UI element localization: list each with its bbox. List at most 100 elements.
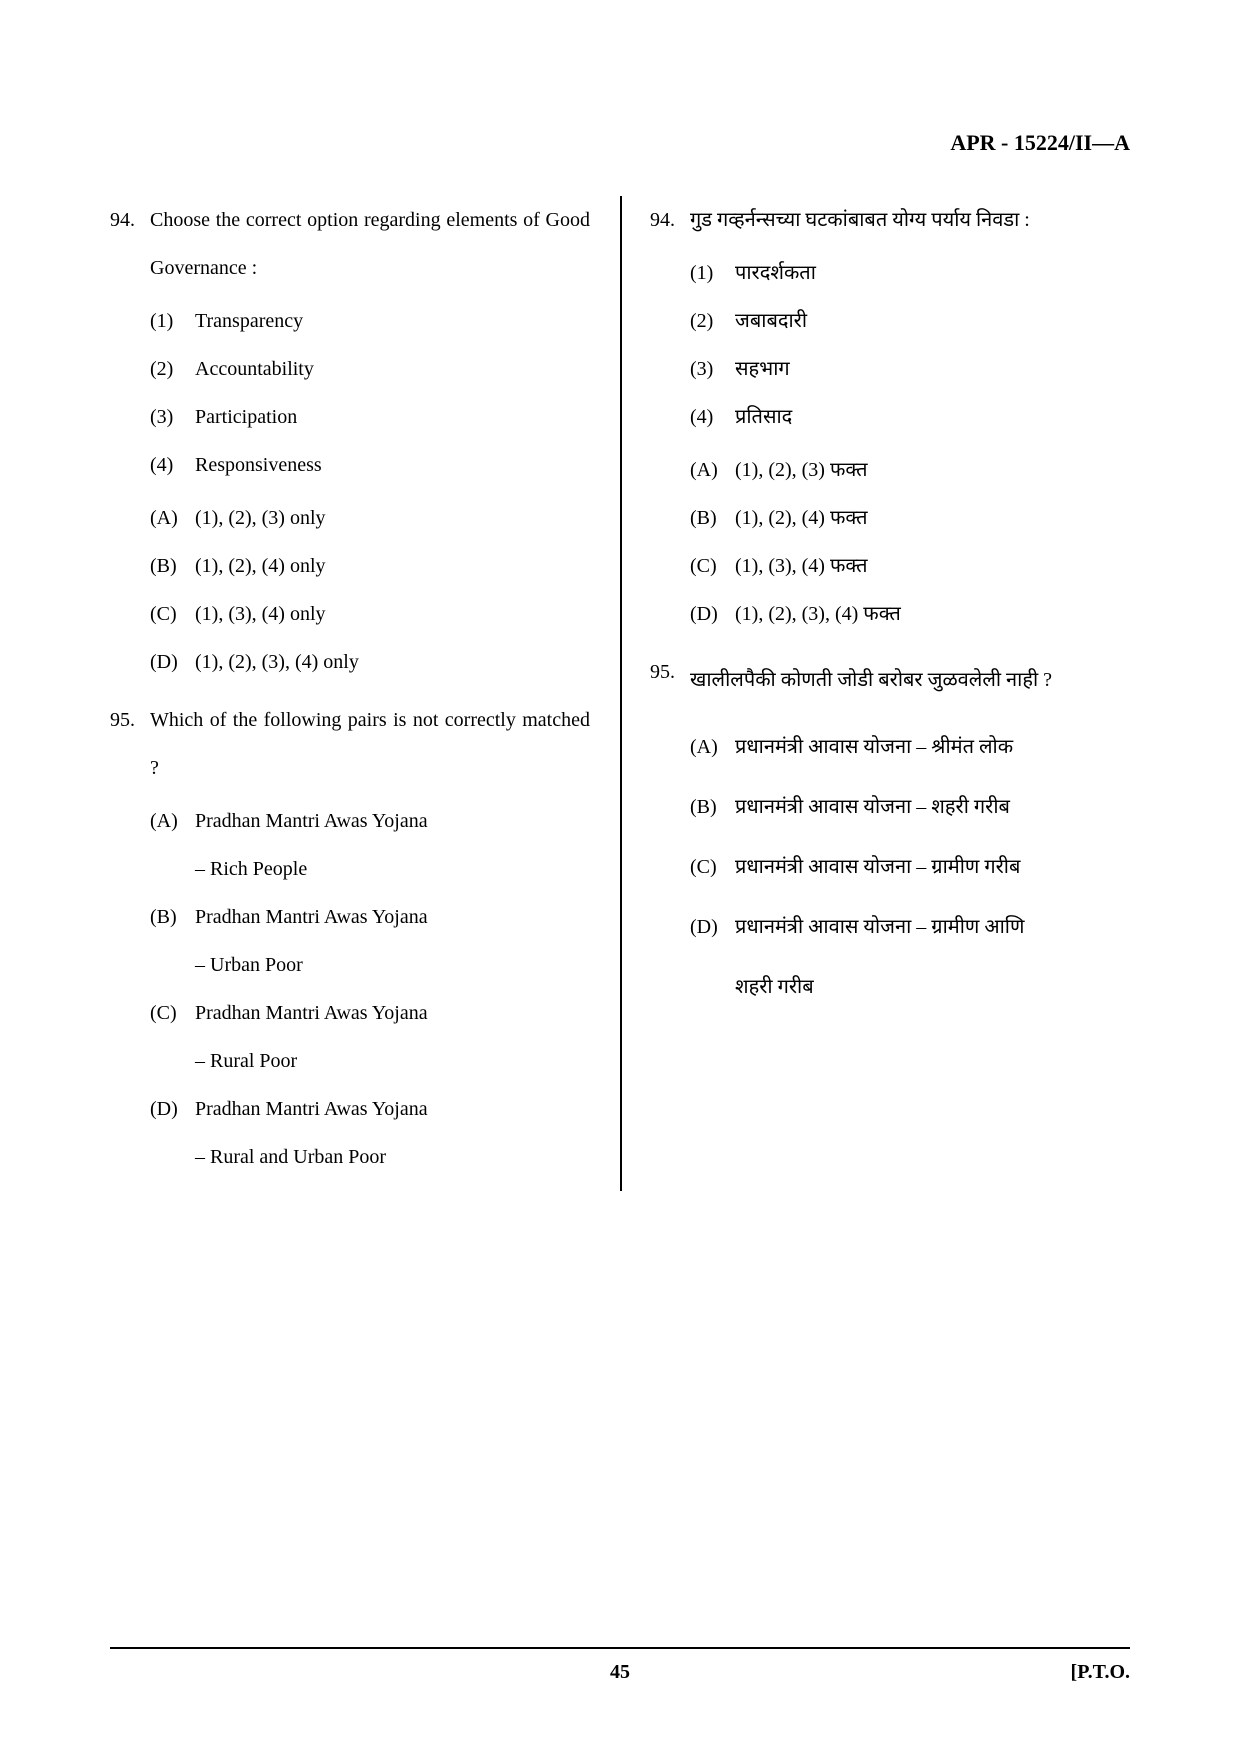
opt-label: (D) — [690, 897, 735, 957]
left-column: 94. Choose the correct option regarding … — [110, 196, 620, 1191]
opt-label: (D) — [690, 590, 735, 638]
q-text: खालीलपैकी कोणती जोडी बरोबर जुळवलेली नाही… — [690, 648, 1130, 712]
q95-right: 95. खालीलपैकी कोणती जोडी बरोबर जुळवलेली … — [650, 648, 1130, 1017]
q-number: 95. — [110, 696, 150, 1181]
answer-option: (A)प्रधानमंत्री आवास योजना – श्रीमंत लोक — [690, 717, 1130, 777]
item-text: प्रतिसाद — [735, 393, 1130, 441]
opt-text: Pradhan Mantri Awas Yojana — [195, 989, 590, 1037]
opt-text: (1), (2), (3), (4) फक्त — [735, 590, 1130, 638]
item-label: (2) — [690, 297, 735, 345]
answer-option: (C)(1), (3), (4) फक्त — [690, 542, 1130, 590]
item-label: (3) — [150, 393, 195, 441]
opt-label: (A) — [150, 797, 195, 845]
answer-option: (B)Pradhan Mantri Awas Yojana — [150, 893, 590, 941]
opt-cont: – Rich People — [150, 845, 590, 893]
item-list: (1)पारदर्शकता (2)जबाबदारी (3)सहभाग (4)प्… — [690, 249, 1130, 441]
answer-list: (A)Pradhan Mantri Awas Yojana – Rich Peo… — [150, 797, 590, 1181]
item: (4)Responsiveness — [150, 441, 590, 489]
pto: [P.T.O. — [1071, 1661, 1130, 1684]
answer-option: (D)(1), (2), (3), (4) फक्त — [690, 590, 1130, 638]
opt-label: (B) — [150, 893, 195, 941]
content-area: 94. Choose the correct option regarding … — [110, 196, 1130, 1191]
opt-cont: – Rural Poor — [150, 1037, 590, 1085]
answer-option: (A)(1), (2), (3) फक्त — [690, 446, 1130, 494]
opt-text: प्रधानमंत्री आवास योजना – श्रीमंत लोक — [735, 717, 1130, 777]
answer-list: (A)(1), (2), (3) only (B)(1), (2), (4) o… — [150, 494, 590, 686]
answer-option: (B)(1), (2), (4) फक्त — [690, 494, 1130, 542]
item-text: पारदर्शकता — [735, 249, 1130, 297]
q95-left: 95. Which of the following pairs is not … — [110, 696, 590, 1181]
q94-right: 94. गुड गव्हर्नन्सच्या घटकांबाबत योग्य प… — [650, 196, 1130, 638]
answer-option: (A)(1), (2), (3) only — [150, 494, 590, 542]
opt-cont: – Urban Poor — [150, 941, 590, 989]
opt-text: (1), (2), (3), (4) only — [195, 638, 590, 686]
item: (3)Participation — [150, 393, 590, 441]
item-text: Participation — [195, 393, 590, 441]
item-list: (1)Transparency (2)Accountability (3)Par… — [150, 297, 590, 489]
answer-option: (B)प्रधानमंत्री आवास योजना – शहरी गरीब — [690, 777, 1130, 837]
opt-text: (1), (3), (4) फक्त — [735, 542, 1130, 590]
opt-text: Pradhan Mantri Awas Yojana — [195, 1085, 590, 1133]
item-label: (1) — [150, 297, 195, 345]
opt-text: प्रधानमंत्री आवास योजना – ग्रामीण गरीब — [735, 837, 1130, 897]
header-code: APR - 15224/II—A — [110, 130, 1130, 156]
opt-text: (1), (2), (3) फक्त — [735, 446, 1130, 494]
opt-label: (A) — [150, 494, 195, 542]
q-number: 95. — [650, 648, 690, 1017]
answer-option: (C)(1), (3), (4) only — [150, 590, 590, 638]
answer-list: (A)प्रधानमंत्री आवास योजना – श्रीमंत लोक… — [690, 717, 1130, 1017]
item: (2)जबाबदारी — [690, 297, 1130, 345]
q-text: Choose the correct option regarding elem… — [150, 196, 590, 292]
opt-text: (1), (2), (4) फक्त — [735, 494, 1130, 542]
item-text: सहभाग — [735, 345, 1130, 393]
q-text: Which of the following pairs is not corr… — [150, 696, 590, 792]
q-body: खालीलपैकी कोणती जोडी बरोबर जुळवलेली नाही… — [690, 648, 1130, 1017]
opt-label: (C) — [690, 542, 735, 590]
opt-text: Pradhan Mantri Awas Yojana — [195, 893, 590, 941]
item-text: Accountability — [195, 345, 590, 393]
opt-label: (B) — [690, 777, 735, 837]
opt-label: (C) — [690, 837, 735, 897]
opt-label: (C) — [150, 989, 195, 1037]
item: (4)प्रतिसाद — [690, 393, 1130, 441]
page-number: 45 — [610, 1661, 630, 1684]
answer-option: (D)(1), (2), (3), (4) only — [150, 638, 590, 686]
opt-label: (B) — [150, 542, 195, 590]
answer-option: (B)(1), (2), (4) only — [150, 542, 590, 590]
item: (3)सहभाग — [690, 345, 1130, 393]
item-label: (4) — [150, 441, 195, 489]
item: (2)Accountability — [150, 345, 590, 393]
opt-text: प्रधानमंत्री आवास योजना – शहरी गरीब — [735, 777, 1130, 837]
answer-option: (D)प्रधानमंत्री आवास योजना – ग्रामीण आणि — [690, 897, 1130, 957]
answer-option: (C)प्रधानमंत्री आवास योजना – ग्रामीण गरी… — [690, 837, 1130, 897]
item: (1)पारदर्शकता — [690, 249, 1130, 297]
opt-label: (D) — [150, 1085, 195, 1133]
answer-option: (A)Pradhan Mantri Awas Yojana — [150, 797, 590, 845]
opt-cont: शहरी गरीब — [690, 957, 1130, 1017]
opt-text: (1), (2), (3) only — [195, 494, 590, 542]
opt-text: (1), (3), (4) only — [195, 590, 590, 638]
q-body: गुड गव्हर्नन्सच्या घटकांबाबत योग्य पर्या… — [690, 196, 1130, 638]
opt-cont: – Rural and Urban Poor — [150, 1133, 590, 1181]
item-text: Transparency — [195, 297, 590, 345]
right-column: 94. गुड गव्हर्नन्सच्या घटकांबाबत योग्य प… — [620, 196, 1130, 1191]
answer-list: (A)(1), (2), (3) फक्त (B)(1), (2), (4) फ… — [690, 446, 1130, 638]
item: (1)Transparency — [150, 297, 590, 345]
opt-label: (D) — [150, 638, 195, 686]
opt-label: (A) — [690, 717, 735, 777]
item-label: (1) — [690, 249, 735, 297]
q94-left: 94. Choose the correct option regarding … — [110, 196, 590, 686]
item-label: (3) — [690, 345, 735, 393]
q-body: Which of the following pairs is not corr… — [150, 696, 590, 1181]
answer-option: (C)Pradhan Mantri Awas Yojana — [150, 989, 590, 1037]
opt-text: (1), (2), (4) only — [195, 542, 590, 590]
footer-line — [110, 1647, 1130, 1649]
q-text: गुड गव्हर्नन्सच्या घटकांबाबत योग्य पर्या… — [690, 196, 1130, 244]
q-body: Choose the correct option regarding elem… — [150, 196, 590, 686]
item-text: Responsiveness — [195, 441, 590, 489]
opt-label: (C) — [150, 590, 195, 638]
column-divider — [620, 196, 622, 1191]
answer-option: (D)Pradhan Mantri Awas Yojana — [150, 1085, 590, 1133]
opt-text: प्रधानमंत्री आवास योजना – ग्रामीण आणि — [735, 897, 1130, 957]
footer: 45 [P.T.O. — [110, 1661, 1130, 1684]
